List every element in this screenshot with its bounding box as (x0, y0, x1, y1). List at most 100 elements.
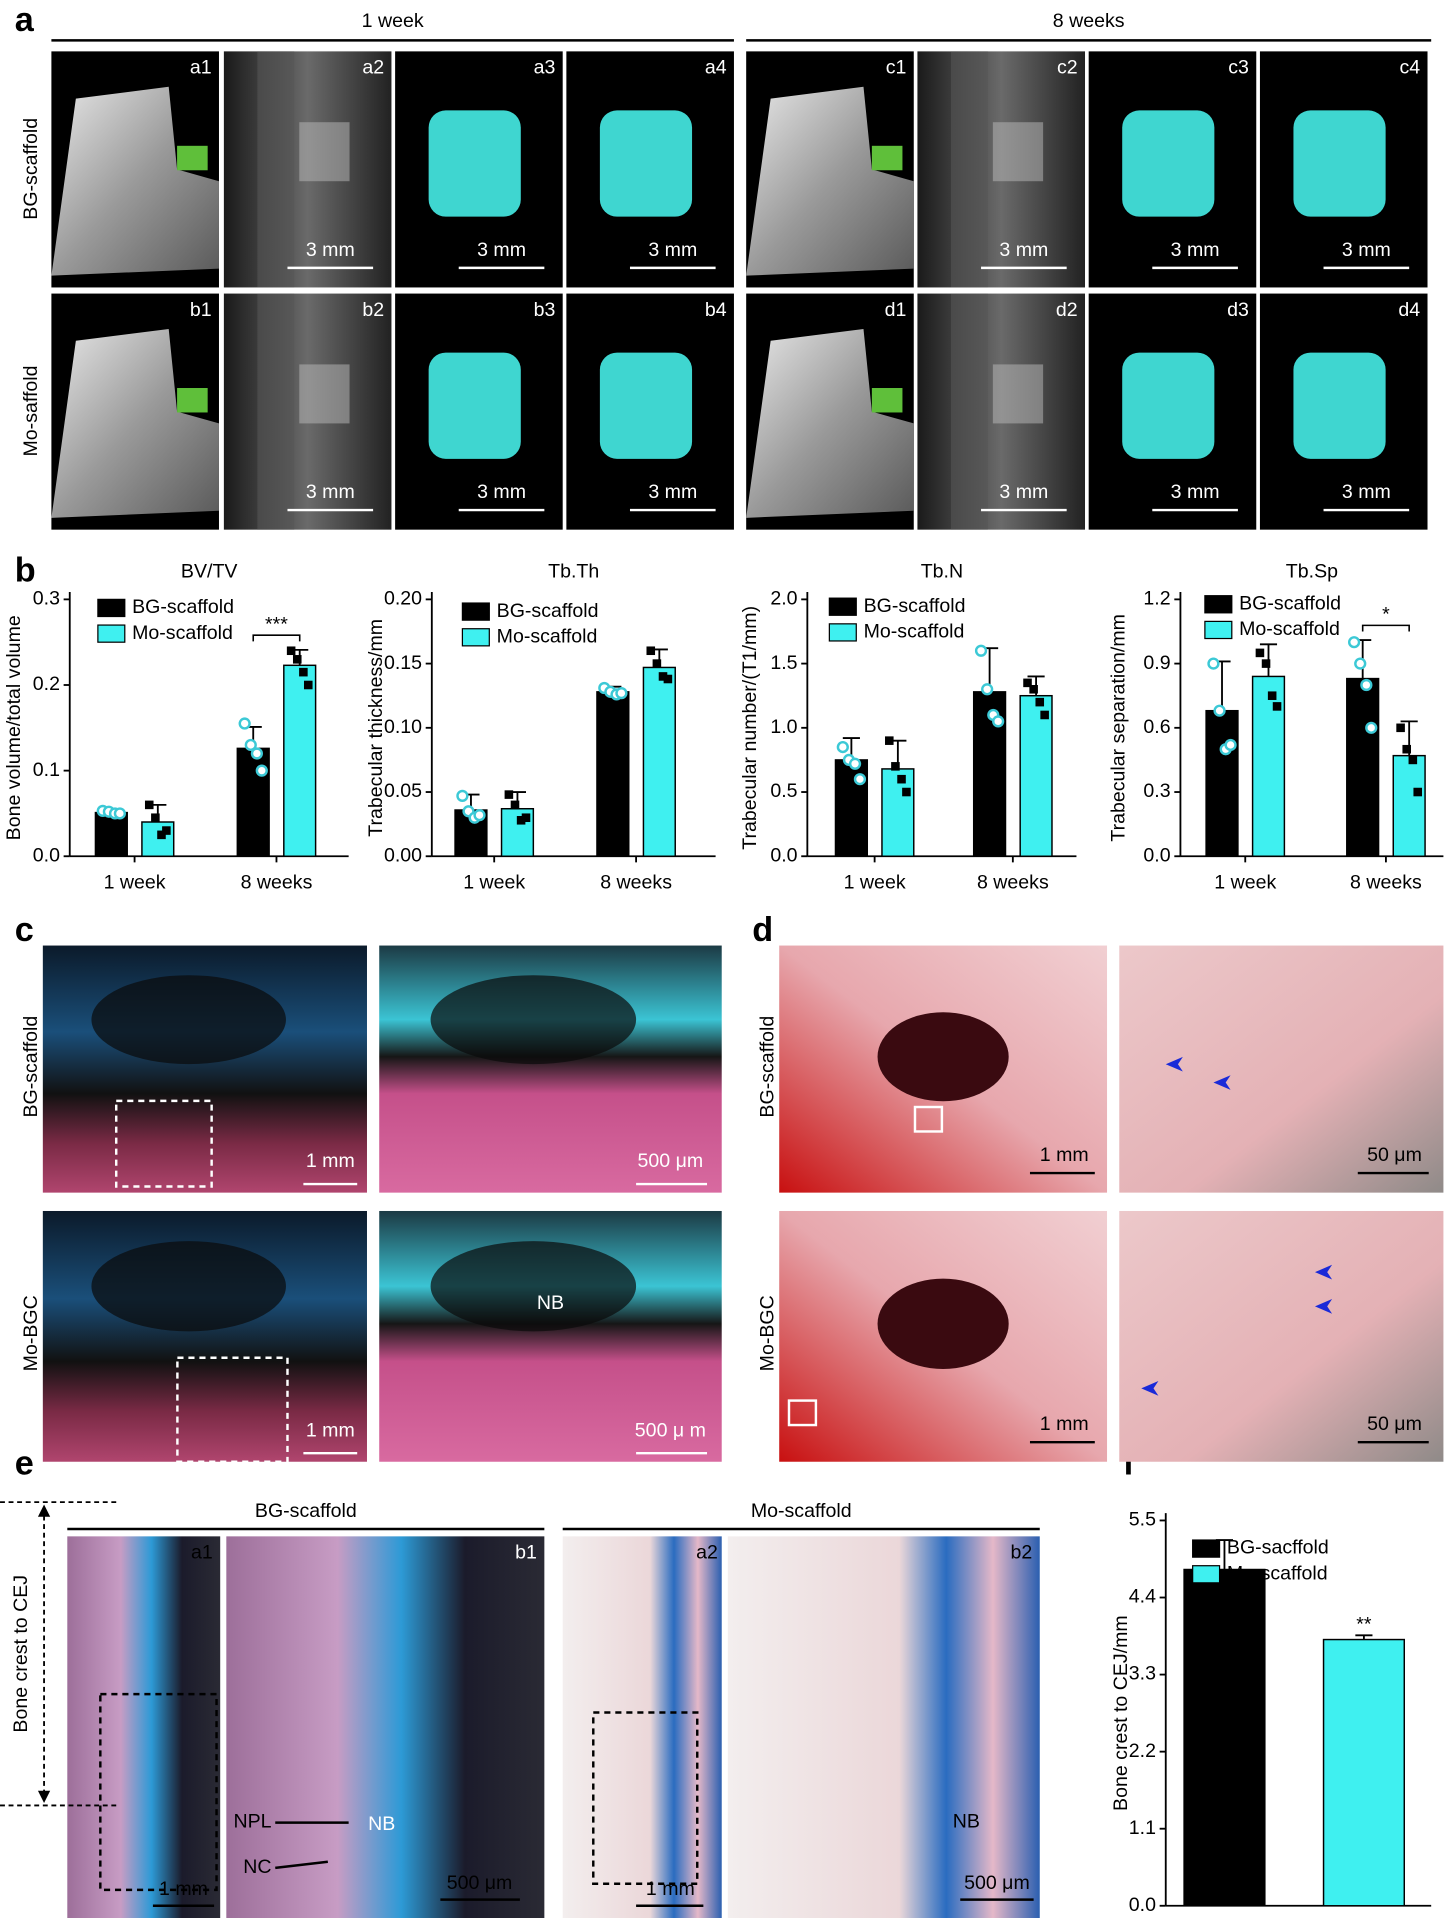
arrowhead (1213, 1075, 1231, 1090)
data-point (992, 715, 1005, 728)
image-bg (727, 1536, 1040, 1918)
tile-label: c2 (1057, 57, 1078, 79)
image-bg (1119, 1210, 1444, 1462)
scale-bar-label: 3 mm (477, 481, 526, 503)
image (67, 1536, 221, 1918)
defect (430, 975, 637, 1065)
x-tick-label: 8 weeks (1350, 871, 1422, 893)
data-point (1348, 636, 1361, 649)
y-tick-label: 0.9 (1143, 652, 1170, 674)
image (566, 293, 734, 530)
image (727, 1536, 1040, 1918)
y-tick-label: 0.10 (384, 716, 422, 738)
y-tick-label: 0.0 (1129, 1894, 1156, 1916)
bar (1183, 1568, 1266, 1907)
image (566, 51, 734, 288)
data-point (652, 659, 662, 668)
y-axis-label: Trabecular number/(T1/mm) (739, 606, 761, 850)
image (1259, 51, 1428, 288)
y-tick-label: 0.00 (384, 844, 422, 866)
scaffold-section (877, 1012, 1009, 1102)
scaffold-render (177, 145, 208, 171)
legend-label: BG-scaffold (1239, 592, 1341, 614)
bar (236, 747, 270, 857)
arrowhead (1314, 1264, 1333, 1280)
data-point (1035, 697, 1045, 707)
data-point (510, 800, 520, 810)
panel-letter: d (752, 911, 773, 949)
ct-object (992, 364, 1044, 424)
scale-bar-label: 3 mm (999, 481, 1048, 503)
row-label: Mo-saffold (20, 366, 42, 457)
image-bg (562, 1536, 722, 1918)
image (1119, 945, 1444, 1193)
scale-bar-label: 500 μm (638, 1150, 704, 1172)
legend-label: BG-scaffold (132, 596, 234, 618)
defect (430, 1241, 637, 1332)
data-point (646, 646, 656, 656)
bar (1346, 677, 1380, 857)
scaffold-3d (1293, 110, 1386, 217)
image (51, 51, 219, 288)
x-tick-label: 8 weeks (600, 871, 672, 893)
scaffold-3d (599, 352, 693, 459)
tile-label: a1 (190, 57, 212, 79)
error-bar (1215, 1539, 1234, 1570)
data-point (244, 738, 257, 752)
tooth-render (746, 86, 914, 276)
image (779, 945, 1108, 1193)
region-label: NPL (234, 1811, 272, 1833)
panel-letter: b (15, 552, 36, 590)
data-point (1261, 659, 1271, 668)
tile-label: d2 (1056, 299, 1078, 321)
image (779, 1210, 1108, 1462)
data-point (1040, 710, 1049, 720)
data-point (902, 787, 911, 797)
data-point (292, 655, 302, 664)
scaffold-render (871, 388, 903, 413)
data-point (1207, 657, 1220, 670)
data-point (162, 826, 171, 835)
data-point (1023, 678, 1032, 688)
significance-bracket (1361, 624, 1410, 632)
image (379, 1210, 722, 1462)
scale-bar-label: 500 μm (964, 1872, 1030, 1894)
scaffold-3d (1122, 352, 1215, 459)
zoom-box (913, 1105, 944, 1133)
scale-bar-label: 3 mm (477, 239, 526, 261)
y-tick-label: 0.5 (770, 780, 797, 802)
significance-bracket (252, 634, 301, 642)
scale-bar-label: 1 mm (159, 1878, 208, 1900)
y-tick-label: 0.6 (1143, 716, 1170, 738)
image (42, 1210, 367, 1462)
group-label: 1 week (362, 10, 424, 32)
data-point (151, 813, 160, 822)
data-point (1402, 744, 1411, 754)
row-label: Mo-BGC (20, 1295, 42, 1371)
y-tick-label: 0.20 (384, 588, 422, 610)
scaffold-3d (428, 352, 521, 459)
y-tick-label: 0.2 (33, 673, 60, 695)
y-tick-label: 4.4 (1129, 1586, 1156, 1608)
tile-label: a4 (705, 57, 727, 79)
group-label: Mo-scaffold (751, 1500, 852, 1522)
bar (1019, 694, 1053, 857)
legend-swatch (1204, 595, 1233, 614)
scale-bar-label: 1 mm (306, 1150, 355, 1172)
zoom-box (787, 1399, 818, 1427)
defect (91, 975, 286, 1065)
tooth-render (51, 328, 219, 518)
ct-band (950, 51, 988, 288)
tile-label: b1 (190, 299, 212, 321)
row-label: BG-scaffold (20, 118, 42, 220)
legend-swatch (1204, 620, 1233, 640)
arrowhead (1141, 1381, 1159, 1396)
image (917, 51, 1086, 288)
scale-bar-label: 3 mm (1171, 481, 1220, 503)
ct-object (299, 122, 350, 182)
data-point (299, 667, 308, 677)
tile-label: a1 (191, 1542, 213, 1564)
region-label: NB (537, 1292, 564, 1314)
image (1088, 293, 1257, 530)
tile-label: d1 (885, 299, 907, 321)
